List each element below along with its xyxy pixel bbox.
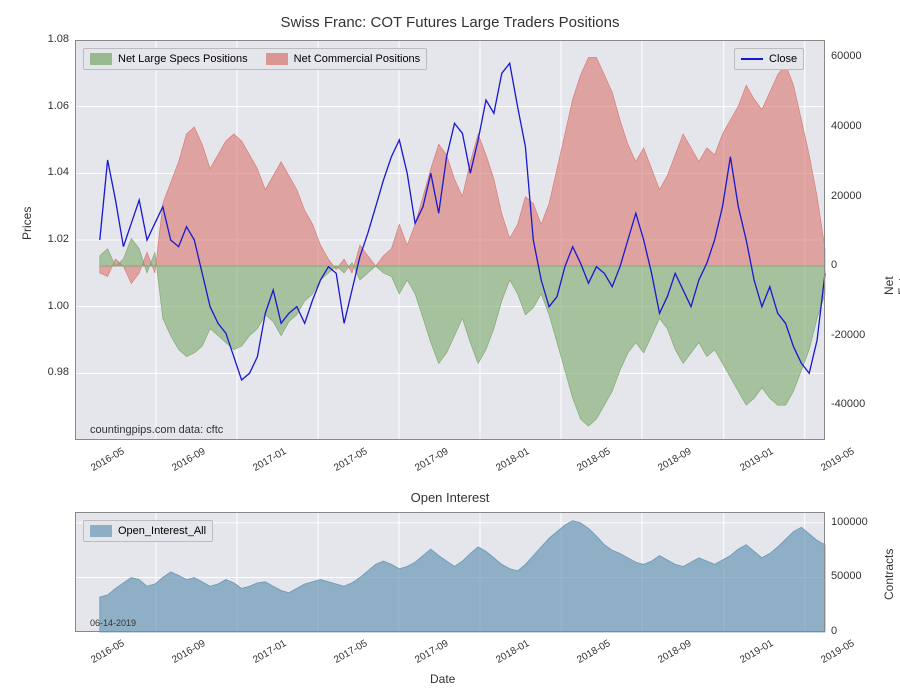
main-x-tick: 2016-05	[78, 446, 127, 481]
main-x-tick: 2019-05	[807, 446, 856, 481]
legend-item: Net Large Specs Positions	[90, 53, 248, 65]
legend-item: Close	[741, 53, 797, 65]
legend-swatch	[90, 53, 112, 65]
main-left-axis-label: Prices	[20, 207, 34, 240]
lower-xaxis-label: Date	[430, 672, 455, 686]
main-x-tick: 2016-09	[159, 446, 208, 481]
main-left-tick: 1.08	[48, 33, 69, 45]
lower-x-tick: 2019-01	[726, 638, 775, 673]
main-right-tick: 0	[831, 259, 837, 271]
main-chart-svg	[75, 40, 825, 440]
legend-swatch	[266, 53, 288, 65]
lower-x-tick: 2017-01	[240, 638, 289, 673]
main-right-tick: -40000	[831, 398, 865, 410]
main-left-tick: 0.98	[48, 366, 69, 378]
main-left-tick: 1.02	[48, 233, 69, 245]
lower-x-tick: 2017-09	[402, 638, 451, 673]
lower-right-tick: 50000	[831, 570, 862, 582]
date-note: 06-14-2019	[90, 618, 136, 628]
main-x-tick: 2017-05	[321, 446, 370, 481]
main-left-tick: 1.04	[48, 166, 69, 178]
lower-x-tick: 2016-05	[78, 638, 127, 673]
main-x-tick: 2018-09	[645, 446, 694, 481]
main-left-tick: 1.06	[48, 100, 69, 112]
lower-x-tick: 2018-09	[645, 638, 694, 673]
main-right-tick: 20000	[831, 190, 862, 202]
main-x-tick: 2019-01	[726, 446, 775, 481]
legend-label: Net Commercial Positions	[294, 53, 421, 65]
lower-x-tick: 2019-05	[807, 638, 856, 673]
main-x-tick: 2018-05	[564, 446, 613, 481]
legend-item: Open_Interest_All	[90, 525, 206, 537]
main-legend-left: Net Large Specs Positions Net Commercial …	[83, 48, 427, 70]
attribution-text: countingpips.com data: cftc	[90, 424, 223, 436]
main-x-tick: 2018-01	[483, 446, 532, 481]
lower-x-tick: 2016-09	[159, 638, 208, 673]
lower-x-tick: 2017-05	[321, 638, 370, 673]
lower-right-tick: 100000	[831, 516, 868, 528]
legend-swatch	[90, 525, 112, 537]
legend-label: Net Large Specs Positions	[118, 53, 248, 65]
lower-right-axis-label: Contracts	[882, 549, 896, 600]
main-chart-title: Swiss Franc: COT Futures Large Traders P…	[0, 14, 900, 31]
legend-item: Net Commercial Positions	[266, 53, 421, 65]
main-left-tick: 1.00	[48, 300, 69, 312]
main-right-tick: -20000	[831, 329, 865, 341]
legend-swatch	[741, 58, 763, 60]
main-right-tick: 60000	[831, 50, 862, 62]
main-chart-plot-area: 0.981.001.021.041.061.08-40000-200000200…	[75, 40, 825, 440]
main-right-tick: 40000	[831, 120, 862, 132]
main-legend-right: Close	[734, 48, 804, 70]
main-x-tick: 2017-01	[240, 446, 289, 481]
legend-label: Close	[769, 53, 797, 65]
lower-x-tick: 2018-01	[483, 638, 532, 673]
legend-label: Open_Interest_All	[118, 525, 206, 537]
lower-legend: Open_Interest_All	[83, 520, 213, 542]
main-x-tick: 2017-09	[402, 446, 451, 481]
lower-chart-title: Open Interest	[0, 490, 900, 505]
lower-right-tick: 0	[831, 625, 837, 637]
lower-x-tick: 2018-05	[564, 638, 613, 673]
main-right-axis-label: Net Futures Contracts	[882, 244, 900, 295]
